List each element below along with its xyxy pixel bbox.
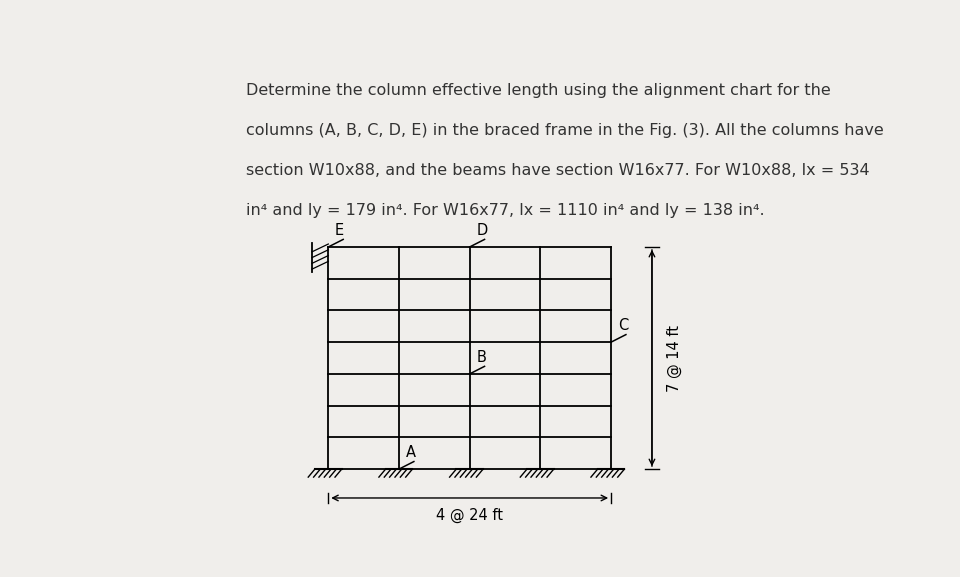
- Text: D: D: [476, 223, 488, 238]
- Text: 7 @ 14 ft: 7 @ 14 ft: [666, 324, 682, 392]
- Text: in⁴ and ly = 179 in⁴. For W16x77, lx = 1110 in⁴ and ly = 138 in⁴.: in⁴ and ly = 179 in⁴. For W16x77, lx = 1…: [247, 203, 765, 218]
- Text: C: C: [617, 318, 628, 333]
- Text: 4 @ 24 ft: 4 @ 24 ft: [436, 508, 503, 523]
- Text: section W10x88, and the beams have section W16x77. For W10x88, lx = 534: section W10x88, and the beams have secti…: [247, 163, 870, 178]
- Text: A: A: [406, 445, 416, 460]
- Text: B: B: [476, 350, 487, 365]
- Text: Determine the column effective length using the alignment chart for the: Determine the column effective length us…: [247, 83, 831, 98]
- Text: E: E: [335, 223, 344, 238]
- Text: columns (A, B, C, D, E) in the braced frame in the Fig. (3). All the columns hav: columns (A, B, C, D, E) in the braced fr…: [247, 122, 884, 137]
